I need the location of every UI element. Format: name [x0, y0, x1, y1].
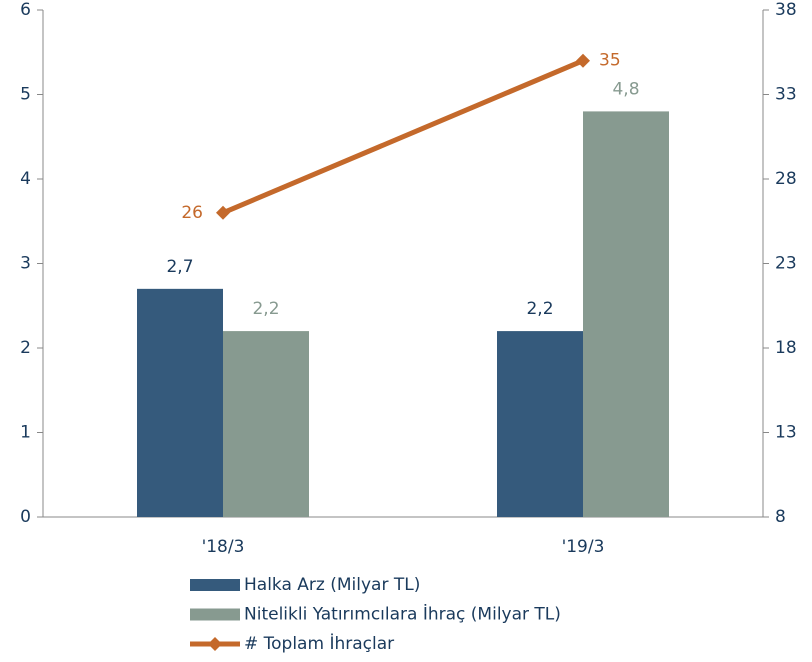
value-label: 2,7: [166, 257, 193, 277]
x-tick-label: '18/3: [202, 537, 245, 557]
y2-tick-label: 18: [775, 338, 797, 358]
y2-tick-label: 33: [775, 85, 797, 105]
y-tick-label: 6: [20, 0, 31, 20]
y-tick-label: 2: [20, 338, 31, 358]
y-tick-label: 3: [20, 254, 31, 274]
value-label: 2,2: [252, 299, 279, 319]
bar: [223, 331, 309, 517]
line-marker: [576, 53, 590, 68]
line: [222, 58, 584, 216]
legend-label: Halka Arz (Milyar TL): [244, 575, 420, 595]
bar: [583, 111, 669, 518]
value-label: 2,2: [526, 299, 553, 319]
y2-tick-label: 38: [775, 0, 797, 20]
legend-label: Nitelikli Yatırımcılara İhraç (Milyar TL…: [244, 604, 561, 625]
y-tick-label: 1: [20, 423, 31, 443]
legend-label: # Toplam İhraçlar: [244, 633, 394, 654]
y2-tick-label: 13: [775, 423, 797, 443]
legend-swatch: [190, 579, 240, 591]
y2-tick-label: 28: [775, 169, 797, 189]
y2-tick-label: 23: [775, 254, 797, 274]
value-label: 35: [599, 51, 621, 71]
y-tick-label: 4: [20, 169, 31, 189]
legend-swatch: [208, 637, 222, 651]
y2-tick-label: 8: [775, 507, 786, 527]
bar: [497, 331, 583, 517]
line-marker: [216, 205, 230, 220]
x-tick-label: '19/3: [562, 537, 605, 557]
y-tick-label: 5: [20, 85, 31, 105]
bar: [137, 288, 223, 517]
y-tick-label: 0: [20, 507, 31, 527]
value-label: 4,8: [612, 79, 639, 99]
legend-swatch: [190, 608, 240, 621]
value-label: 26: [181, 203, 203, 223]
